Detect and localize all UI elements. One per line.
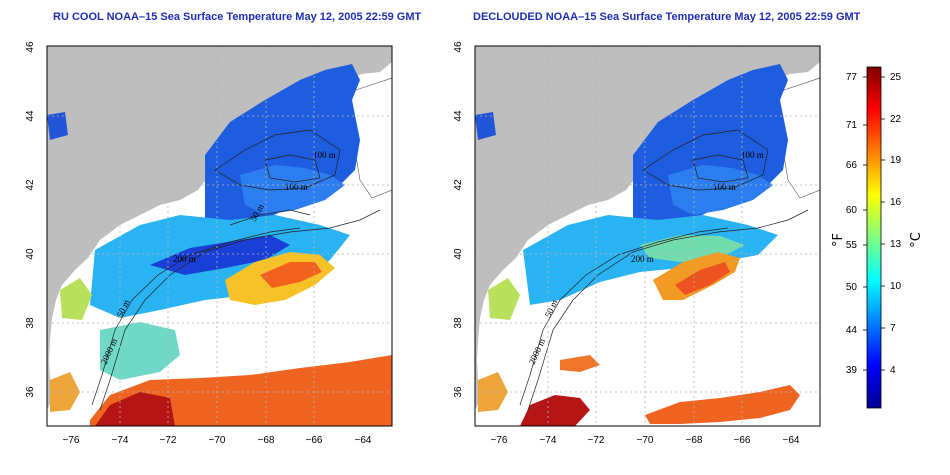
sst-warm-eddy-core xyxy=(260,262,322,288)
y-tick-label: 42 xyxy=(25,179,36,191)
celsius-tick-label: 19 xyxy=(890,155,902,166)
isobath-contour xyxy=(214,129,341,191)
x-axis: −76 −74 −72 −70 −68 −66 −64 xyxy=(63,435,372,446)
map-frame xyxy=(46,45,393,427)
celsius-tick-label: 25 xyxy=(890,72,902,83)
graticule xyxy=(47,46,392,426)
fahrenheit-tick-label: 66 xyxy=(846,160,858,171)
x-axis: −76 −74 −72 −70 −68 −66 −64 xyxy=(491,435,800,446)
colorbar-gradient xyxy=(866,66,882,409)
y-tick-label: 44 xyxy=(25,110,36,122)
graticule xyxy=(475,46,820,426)
y-tick-label: 38 xyxy=(25,317,36,329)
isobath-contour xyxy=(229,209,311,226)
sst-patch xyxy=(560,355,600,372)
sst-southern-inshore xyxy=(50,372,80,412)
y-tick-label: 44 xyxy=(453,110,464,122)
y-tick-label: 46 xyxy=(453,41,464,53)
contour-label: 100 m xyxy=(285,182,308,192)
x-tick-label: −66 xyxy=(734,435,751,446)
celsius-tick-label: 7 xyxy=(890,323,896,334)
isobath-contour xyxy=(642,129,769,191)
fahrenheit-scale: 77 71 66 60 55 50 44 39 °F xyxy=(831,72,867,376)
celsius-tick-label: 4 xyxy=(890,365,896,376)
celsius-scale: 25 22 19 16 13 10 7 4 °C xyxy=(881,72,924,376)
fahrenheit-tick-label: 71 xyxy=(846,120,858,131)
sst-nearshore-yellow xyxy=(488,278,520,320)
sst-gulf-stream-core xyxy=(520,395,590,426)
x-tick-label: −70 xyxy=(209,435,226,446)
x-tick-label: −74 xyxy=(540,435,557,446)
y-tick-label: 36 xyxy=(25,386,36,398)
fahrenheit-tick-label: 44 xyxy=(846,325,858,336)
celsius-tick-label: 16 xyxy=(890,197,902,208)
celsius-tick-label: 22 xyxy=(890,114,902,125)
y-axis: 36 38 40 42 44 46 xyxy=(453,41,464,398)
fahrenheit-tick-label: 60 xyxy=(846,205,858,216)
map-panel-declouded: 100 m 100 m 200 m 50 m 2000 m −76 −74 − xyxy=(453,41,821,446)
land-mass xyxy=(47,46,392,410)
x-tick-label: −64 xyxy=(783,435,800,446)
contour-label: 100 m xyxy=(313,150,336,160)
isobath-contour xyxy=(91,227,301,406)
x-tick-label: −68 xyxy=(686,435,703,446)
x-tick-label: −68 xyxy=(258,435,275,446)
sst-bay-of-fundy-patch xyxy=(475,112,496,140)
isobath-contour xyxy=(692,154,749,183)
y-tick-label: 42 xyxy=(453,179,464,191)
x-tick-label: −72 xyxy=(160,435,177,446)
fahrenheit-tick-label: 77 xyxy=(846,72,858,83)
contour-label: 200 m xyxy=(631,254,654,264)
y-tick-label: 40 xyxy=(25,248,36,260)
isobath-contour xyxy=(264,154,321,183)
fahrenheit-tick-label: 50 xyxy=(846,282,858,293)
map-panel-raw: 100 m 100 m 50 m 200 m 50 m 2000 m xyxy=(25,41,393,446)
panel-title-declouded: DECLOUDED NOAA–15 Sea Surface Temperatur… xyxy=(473,11,861,23)
celsius-label: °C xyxy=(909,232,924,248)
celsius-tick-label: 13 xyxy=(890,239,902,250)
x-tick-label: −72 xyxy=(588,435,605,446)
celsius-tick-label: 10 xyxy=(890,281,902,292)
fahrenheit-tick-label: 55 xyxy=(846,240,858,251)
y-tick-label: 36 xyxy=(453,386,464,398)
fahrenheit-label: °F xyxy=(831,233,846,247)
colorbar: 77 71 66 60 55 50 44 39 °F 25 22 19 16 1… xyxy=(831,66,924,409)
sst-gulf-stream-core xyxy=(95,392,175,426)
sst-warm-eddy-core xyxy=(675,262,730,295)
land-mass xyxy=(475,46,820,410)
sst-nearshore-yellow xyxy=(60,278,92,320)
contour-label: 100 m xyxy=(741,150,764,160)
y-tick-label: 46 xyxy=(25,41,36,53)
y-tick-label: 38 xyxy=(453,317,464,329)
sst-gulf-stream xyxy=(645,385,800,424)
fahrenheit-tick-label: 39 xyxy=(846,365,858,376)
contour-label: 100 m xyxy=(713,182,736,192)
isobath-contour xyxy=(519,227,729,406)
y-tick-label: 40 xyxy=(453,248,464,260)
map-frame xyxy=(474,45,821,427)
x-tick-label: −70 xyxy=(637,435,654,446)
contour-label: 200 m xyxy=(173,254,196,264)
panel-title-raw: RU COOL NOAA–15 Sea Surface Temperature … xyxy=(53,11,422,23)
x-tick-label: −64 xyxy=(355,435,372,446)
x-tick-label: −66 xyxy=(306,435,323,446)
sst-southern-inshore xyxy=(478,372,508,412)
x-tick-label: −76 xyxy=(491,435,508,446)
x-tick-label: −74 xyxy=(112,435,129,446)
x-tick-label: −76 xyxy=(63,435,80,446)
sst-bay-of-fundy-patch xyxy=(47,112,68,140)
y-axis: 36 38 40 42 44 46 xyxy=(25,41,36,398)
